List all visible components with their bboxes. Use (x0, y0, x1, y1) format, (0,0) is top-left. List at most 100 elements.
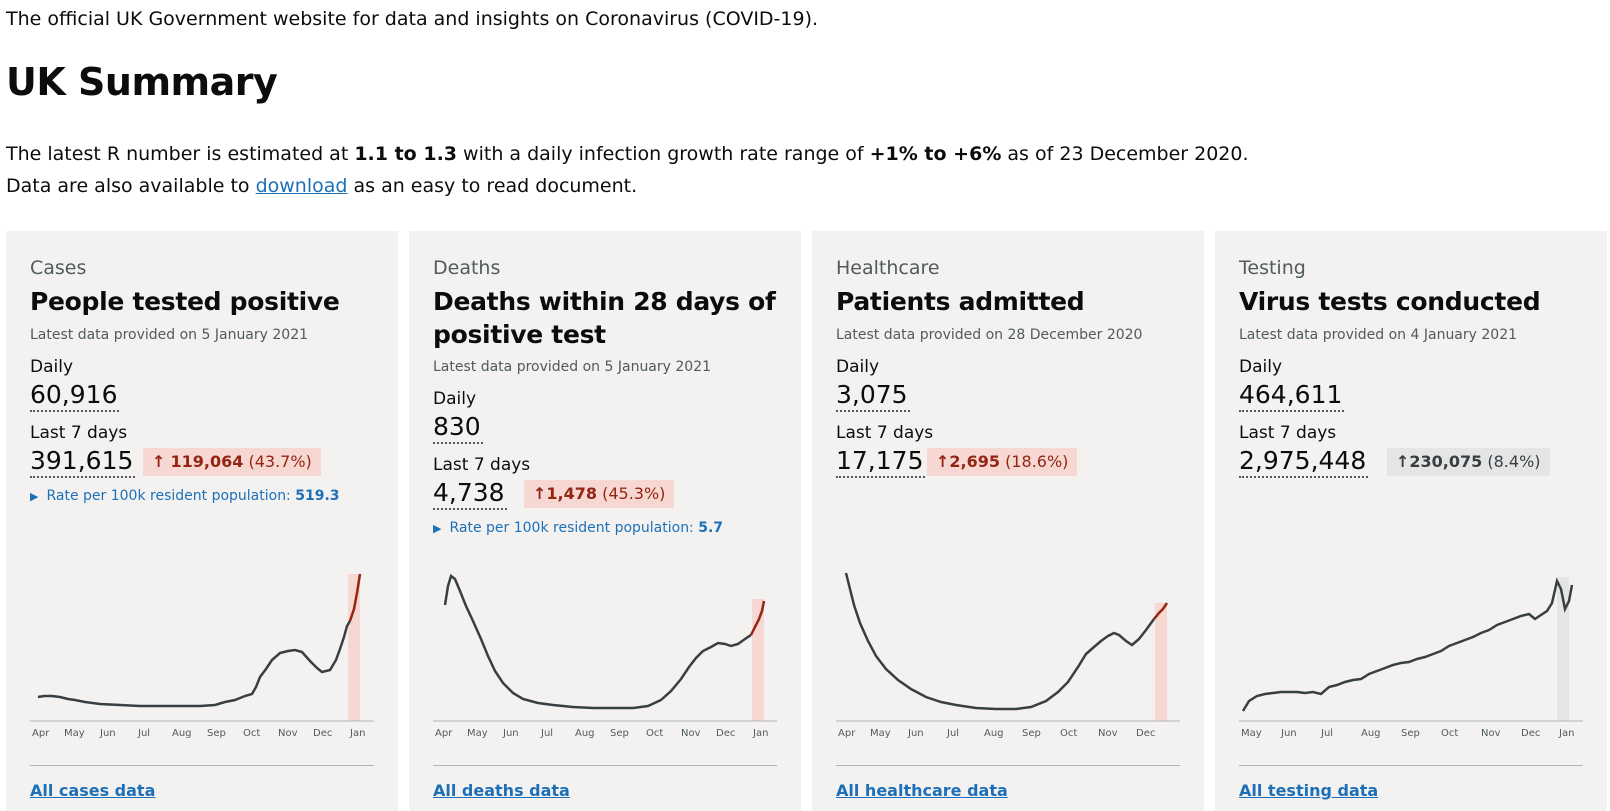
daily-label: Daily (30, 357, 74, 377)
r-number-summary: The latest R number is estimated at 1.1 … (6, 143, 1249, 165)
month-tick: Oct (243, 728, 260, 739)
month-tick: Jun (99, 728, 116, 739)
month-tick: Sep (1401, 728, 1420, 739)
daily-label: Daily (836, 357, 880, 377)
month-tick: Jun (502, 728, 519, 739)
deaths-card: Deaths Deaths within 28 days of positive… (409, 231, 801, 811)
arrow-up-icon: ↑ (152, 452, 166, 471)
month-tick: Dec (716, 728, 735, 739)
card-caption: Deaths (433, 257, 501, 279)
month-tick: Apr (435, 728, 453, 739)
all-healthcare-link[interactable]: All healthcare data (836, 781, 1008, 800)
month-tick: Nov (1481, 728, 1501, 739)
month-tick: Nov (681, 728, 701, 739)
triangle-right-icon: ▶ (433, 522, 442, 535)
deaths-recent-line (749, 600, 766, 636)
month-tick: Apr (838, 728, 856, 739)
cases-trend-line (37, 620, 352, 708)
week-value[interactable]: 2,975,448 (1239, 446, 1369, 478)
x-axis-ticks: Apr May Jun Jul Aug Sep Oct Nov Dec (838, 728, 1155, 739)
latest-data-date: Latest data provided on 4 January 2021 (1239, 327, 1518, 343)
card-heading: Patients admitted (836, 287, 1085, 316)
card-heading: People tested positive (30, 287, 340, 316)
daily-value[interactable]: 830 (433, 412, 483, 444)
x-axis-ticks: Apr May Jun Jul Aug Sep Oct Nov Dec Jan (32, 728, 365, 739)
card-caption: Healthcare (836, 257, 940, 279)
week-label: Last 7 days (1239, 423, 1337, 443)
month-tick: Jan (752, 728, 768, 739)
month-tick: Sep (1022, 728, 1041, 739)
rate-toggle[interactable]: ▶ Rate per 100k resident population: 5.7 (433, 520, 724, 536)
month-tick: Sep (207, 728, 226, 739)
healthcare-card: Healthcare Patients admitted Latest data… (812, 231, 1204, 811)
triangle-right-icon: ▶ (30, 490, 39, 503)
daily-label: Daily (1239, 357, 1283, 377)
change-badge: ↑ 119,064 (43.7%) (143, 448, 321, 476)
x-axis-ticks: Apr May Jun Jul Aug Sep Oct Nov Dec Jan (435, 728, 768, 739)
card-heading: Virus tests conducted (1239, 287, 1541, 316)
week-label: Last 7 days (30, 423, 128, 443)
month-tick: May (1241, 728, 1262, 739)
card-divider (836, 765, 1180, 766)
all-cases-link[interactable]: All cases data (30, 781, 156, 800)
latest-period-highlight (752, 599, 764, 721)
download-line: Data are also available to download as a… (6, 175, 638, 197)
deaths-chart: Apr May Jun Jul Aug Sep Oct Nov Dec Jan (433, 573, 777, 739)
month-tick: Oct (1060, 728, 1077, 739)
month-tick: Sep (610, 728, 629, 739)
month-tick: Jul (137, 728, 150, 739)
daily-label: Daily (433, 389, 477, 409)
card-divider (433, 765, 777, 766)
rate-toggle[interactable]: ▶ Rate per 100k resident population: 519.… (30, 488, 340, 504)
site-intro: The official UK Government website for d… (6, 8, 819, 30)
latest-data-date: Latest data provided on 5 January 2021 (30, 327, 309, 343)
testing-chart: May Jun Jul Aug Sep Oct Nov Dec Jan (1239, 577, 1583, 739)
month-tick: Jun (1280, 728, 1297, 739)
month-tick: Dec (313, 728, 332, 739)
latest-data-date: Latest data provided on 28 December 2020 (836, 327, 1143, 343)
growth-rate-range: +1% to +6% (869, 143, 1002, 165)
daily-value[interactable]: 3,075 (836, 380, 910, 412)
month-tick: May (870, 728, 891, 739)
arrow-up-icon: ↑ (936, 452, 950, 471)
cases-chart: Apr May Jun Jul Aug Sep Oct Nov Dec Jan (30, 573, 374, 739)
daily-value[interactable]: 464,611 (1239, 380, 1345, 412)
all-testing-link[interactable]: All testing data (1239, 781, 1379, 800)
month-tick: Aug (1361, 728, 1381, 739)
latest-period-highlight (1155, 603, 1167, 721)
week-value[interactable]: 4,738 (433, 478, 507, 510)
month-tick: Aug (984, 728, 1004, 739)
week-label: Last 7 days (433, 455, 531, 475)
month-tick: Apr (32, 728, 50, 739)
week-label: Last 7 days (836, 423, 934, 443)
month-tick: Nov (278, 728, 298, 739)
arrow-up-icon: ↑ (533, 484, 547, 503)
card-caption: Testing (1239, 257, 1306, 279)
card-caption: Cases (30, 257, 87, 279)
healthcare-trend-line (844, 572, 1156, 711)
month-tick: Nov (1098, 728, 1118, 739)
all-deaths-link[interactable]: All deaths data (433, 781, 570, 800)
month-tick: Dec (1521, 728, 1540, 739)
month-tick: Jul (540, 728, 553, 739)
testing-card: Testing Virus tests conducted Latest dat… (1215, 231, 1607, 811)
latest-data-date: Latest data provided on 5 January 2021 (433, 359, 712, 375)
cases-card: Cases People tested positive Latest data… (6, 231, 398, 811)
download-link[interactable]: download (255, 175, 348, 197)
week-value[interactable]: 391,615 (30, 446, 136, 478)
month-tick: Dec (1136, 728, 1155, 739)
arrow-up-icon: ↑ (1396, 452, 1410, 471)
change-badge: ↑230,075 (8.4%) (1387, 448, 1550, 476)
cases-recent-line (348, 573, 362, 622)
healthcare-chart: Apr May Jun Jul Aug Sep Oct Nov Dec (836, 572, 1180, 739)
testing-trend-line (1241, 577, 1574, 712)
month-tick: Jul (946, 728, 959, 739)
latest-period-highlight (1557, 577, 1569, 721)
healthcare-recent-line (1153, 602, 1169, 620)
month-tick: May (64, 728, 85, 739)
week-value[interactable]: 17,175 (836, 446, 926, 478)
month-tick: Jan (1558, 728, 1574, 739)
month-tick: Aug (172, 728, 192, 739)
month-tick: Jun (907, 728, 924, 739)
daily-value[interactable]: 60,916 (30, 380, 120, 412)
